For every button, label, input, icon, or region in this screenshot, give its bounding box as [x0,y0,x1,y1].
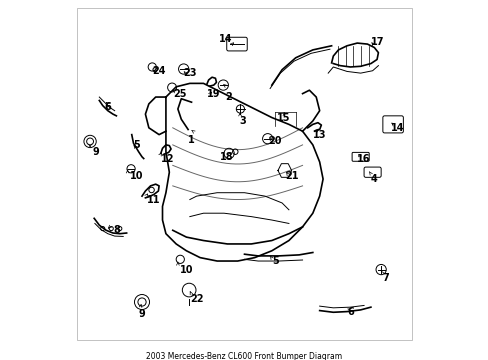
Text: 21: 21 [285,171,298,181]
Text: 3: 3 [239,116,245,126]
Text: 18: 18 [220,152,233,162]
Text: 20: 20 [268,136,282,147]
Text: 2: 2 [225,92,232,102]
Text: 23: 23 [183,68,196,78]
Text: 10: 10 [130,171,143,181]
Text: 16: 16 [357,154,370,163]
Text: 9: 9 [92,147,99,157]
Text: 10: 10 [179,265,193,275]
Text: 25: 25 [172,89,186,99]
Text: 2003 Mercedes-Benz CL600 Front Bumper Diagram: 2003 Mercedes-Benz CL600 Front Bumper Di… [146,352,342,360]
Text: 14: 14 [390,123,404,133]
Text: 9: 9 [139,309,145,319]
Text: 24: 24 [152,67,165,76]
Text: 14: 14 [219,34,232,44]
Text: 4: 4 [370,174,377,184]
Text: 1: 1 [188,135,195,145]
Text: 19: 19 [206,89,220,99]
Text: 7: 7 [382,273,389,283]
Text: 15: 15 [277,113,290,122]
Text: 11: 11 [147,194,160,204]
Text: 5: 5 [271,256,278,266]
Text: 5: 5 [133,140,140,150]
Text: 17: 17 [370,37,384,48]
Text: 12: 12 [161,154,174,163]
Text: 6: 6 [346,307,353,317]
Text: 8: 8 [113,225,120,235]
Text: 6: 6 [104,102,111,112]
Text: 22: 22 [189,294,203,303]
Text: 13: 13 [312,130,325,140]
